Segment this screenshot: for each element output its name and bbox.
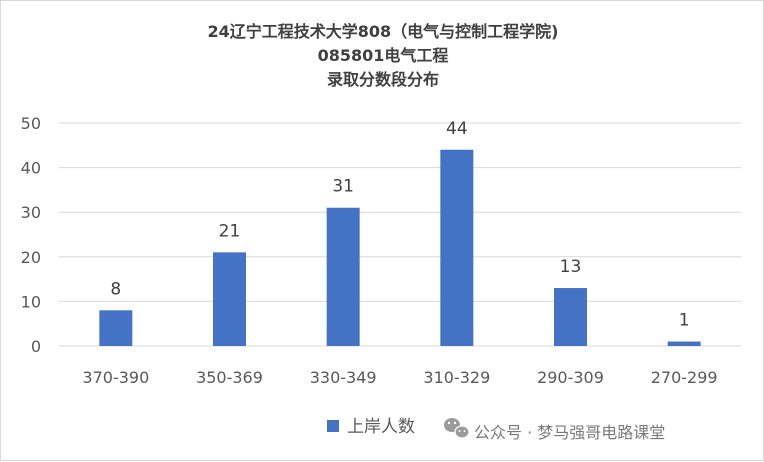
chart-title-line-1: 24辽宁工程技术大学808（电气与控制工程学院) bbox=[208, 22, 559, 41]
x-tick-label: 350-369 bbox=[196, 368, 263, 387]
data-label: 31 bbox=[332, 177, 354, 197]
bar-350-369 bbox=[213, 252, 246, 346]
bar-series bbox=[99, 149, 701, 346]
y-tick-label: 30 bbox=[21, 203, 41, 222]
chart-title: 24辽宁工程技术大学808（电气与控制工程学院) 085801电气工程 录取分数… bbox=[208, 22, 559, 89]
x-tick-label: 290-309 bbox=[537, 368, 604, 387]
legend-label: 上岸人数 bbox=[347, 417, 415, 437]
data-label: 21 bbox=[219, 221, 241, 241]
watermark-text: 公众号 · 梦马强哥电路课堂 bbox=[474, 423, 665, 442]
wechat-icon bbox=[444, 418, 470, 439]
y-tick-label: 50 bbox=[21, 114, 41, 133]
bar-330-349 bbox=[326, 207, 360, 346]
x-tick-label: 310-329 bbox=[423, 368, 490, 387]
y-tick-label: 40 bbox=[21, 159, 41, 178]
bar-370-390 bbox=[99, 310, 133, 346]
legend-swatch bbox=[327, 420, 339, 432]
x-tick-label: 330-349 bbox=[310, 368, 377, 387]
data-label: 44 bbox=[446, 119, 468, 139]
grid-lines bbox=[59, 122, 741, 347]
chart-title-line-2: 085801电气工程 bbox=[318, 46, 449, 65]
chart-title-line-3: 录取分数段分布 bbox=[327, 70, 439, 89]
bar-290-309 bbox=[554, 288, 587, 346]
x-tick-label: 270-299 bbox=[651, 368, 718, 387]
legend: 上岸人数 bbox=[327, 417, 415, 437]
data-label: 1 bbox=[679, 311, 690, 331]
bar-310-329 bbox=[440, 149, 474, 346]
y-tick-label: 20 bbox=[21, 248, 41, 267]
data-labels: 8 21 31 44 13 1 bbox=[110, 119, 689, 331]
y-tick-label: 0 bbox=[31, 337, 41, 356]
watermark: 公众号 · 梦马强哥电路课堂 bbox=[444, 418, 665, 442]
bar-270-299 bbox=[667, 341, 701, 346]
y-axis-tick-labels: 0 10 20 30 40 50 bbox=[21, 114, 41, 356]
x-axis-tick-labels: 370-390 350-369 330-349 310-329 290-309 270-2… bbox=[82, 368, 717, 387]
data-label: 8 bbox=[110, 279, 121, 299]
x-tick-label: 370-390 bbox=[82, 368, 149, 387]
data-label: 13 bbox=[560, 257, 582, 277]
y-tick-label: 10 bbox=[21, 292, 41, 311]
